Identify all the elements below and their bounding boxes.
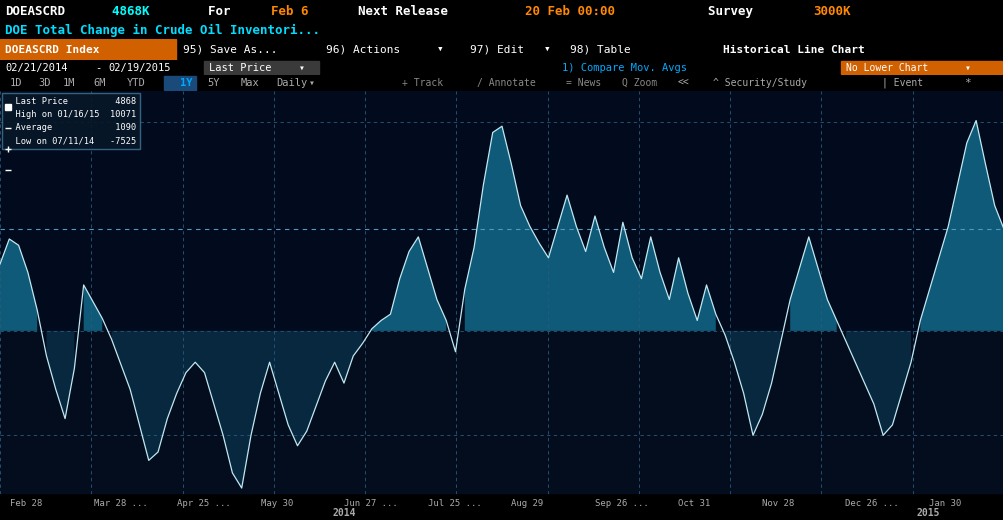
Text: 2014: 2014: [332, 508, 355, 518]
Text: ▾: ▾: [964, 63, 970, 73]
Text: Last Price         4868
  High on 01/16/15  10071
  Average            1090
  Lo: Last Price 4868 High on 01/16/15 10071 A…: [5, 97, 136, 146]
Text: 4868K: 4868K: [97, 5, 149, 18]
Text: Jul 25 ...: Jul 25 ...: [427, 499, 480, 508]
Text: 2015: 2015: [916, 508, 940, 518]
Text: Sep 26 ...: Sep 26 ...: [594, 499, 648, 508]
Text: 6M: 6M: [93, 78, 105, 88]
Text: Jan 30: Jan 30: [928, 499, 960, 508]
Text: + Track: + Track: [401, 78, 442, 88]
Text: 3000K: 3000K: [812, 5, 850, 18]
Bar: [841, 61, 1001, 74]
Text: 1D: 1D: [10, 78, 22, 88]
Text: *: *: [963, 78, 970, 88]
Text: = News: = News: [566, 78, 601, 88]
Text: | Event: | Event: [881, 78, 922, 88]
Text: Q Zoom: Q Zoom: [622, 78, 657, 88]
Text: <<: <<: [677, 78, 689, 88]
Text: Jun 27 ...: Jun 27 ...: [344, 499, 397, 508]
Text: Dec 26 ...: Dec 26 ...: [845, 499, 898, 508]
Text: DOE Total Change in Crude Oil Inventori...: DOE Total Change in Crude Oil Inventori.…: [5, 24, 320, 37]
Text: Survey: Survey: [663, 5, 760, 18]
Text: ▾: ▾: [309, 78, 315, 88]
Text: 1) Compare Mov. Avgs: 1) Compare Mov. Avgs: [562, 63, 687, 73]
Text: Next Release: Next Release: [328, 5, 455, 18]
Text: Mar 28 ...: Mar 28 ...: [93, 499, 147, 508]
Text: Oct 31: Oct 31: [677, 499, 710, 508]
Text: Max: Max: [241, 78, 260, 88]
Text: May 30: May 30: [261, 499, 293, 508]
Text: Nov 28: Nov 28: [761, 499, 793, 508]
Text: 98) Table: 98) Table: [570, 45, 631, 55]
Text: 96) Actions: 96) Actions: [326, 45, 400, 55]
Text: 97) Edit: 97) Edit: [469, 45, 524, 55]
Text: DOEASCRD: DOEASCRD: [5, 5, 65, 18]
Text: YTD: YTD: [126, 78, 145, 88]
Text: Daily: Daily: [276, 78, 307, 88]
Bar: [204, 61, 319, 74]
Bar: [0, 39, 176, 60]
Text: Historical Line Chart: Historical Line Chart: [722, 45, 864, 55]
Text: ▾: ▾: [436, 45, 443, 55]
Text: Feb 6: Feb 6: [270, 5, 308, 18]
Text: 95) Save As...: 95) Save As...: [183, 45, 277, 55]
Text: 20 Feb 00:00: 20 Feb 00:00: [525, 5, 614, 18]
Text: No Lower Chart: No Lower Chart: [846, 63, 928, 73]
Text: 5Y: 5Y: [207, 78, 219, 88]
Text: -: -: [95, 63, 101, 73]
Text: Feb 28: Feb 28: [10, 499, 42, 508]
Text: For: For: [179, 5, 238, 18]
Text: 02/19/2015: 02/19/2015: [108, 63, 171, 73]
Text: Aug 29: Aug 29: [511, 499, 543, 508]
Bar: [163, 76, 196, 90]
Text: Apr 25 ...: Apr 25 ...: [177, 499, 231, 508]
Text: ^ Security/Study: ^ Security/Study: [712, 78, 806, 88]
Text: 1Y: 1Y: [180, 78, 192, 88]
Text: ▾: ▾: [299, 63, 305, 73]
Text: ▾: ▾: [544, 45, 551, 55]
Text: DOEASCRD Index: DOEASCRD Index: [5, 45, 99, 55]
Text: 02/21/2014: 02/21/2014: [5, 63, 67, 73]
Text: / Annotate: / Annotate: [476, 78, 536, 88]
Text: 3D: 3D: [38, 78, 50, 88]
Text: 1M: 1M: [62, 78, 74, 88]
Text: Last Price: Last Price: [209, 63, 271, 73]
